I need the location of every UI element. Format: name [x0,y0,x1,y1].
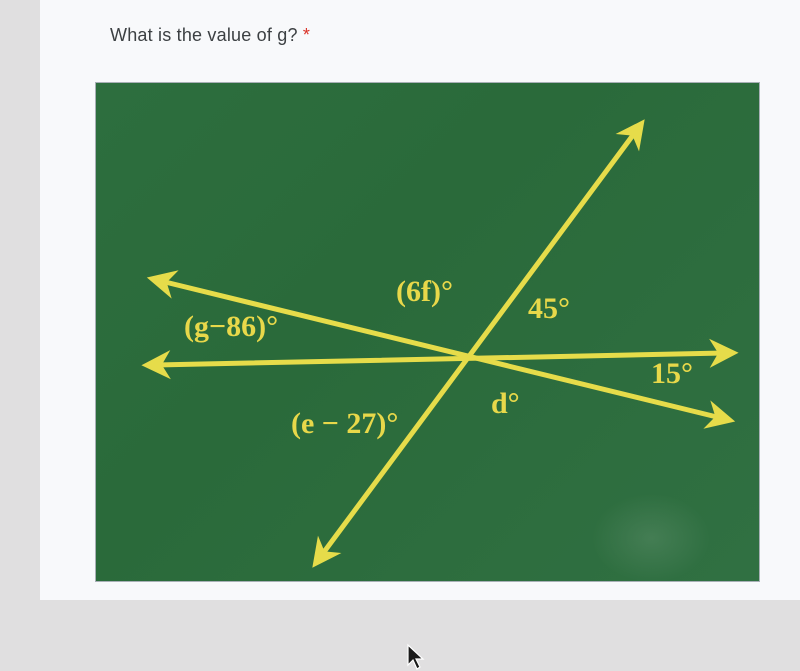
lines-group [156,131,724,556]
label-6f: (6f)° [396,275,453,308]
question-label: What is the value of g? [110,25,303,45]
geometry-diagram: (g−86)° (6f)° 45° 15° d° (e − 27)° [95,82,760,582]
label-d: d° [491,387,520,420]
label-15: 15° [651,357,693,390]
required-asterisk: * [303,25,310,45]
label-e: (e − 27)° [291,407,398,440]
label-45: 45° [528,292,570,325]
question-text: What is the value of g? * [110,25,310,46]
line2 [156,353,724,365]
cursor-icon [406,643,426,671]
diagram-svg: (g−86)° (6f)° 45° 15° d° (e − 27)° [96,83,761,583]
label-g: (g−86)° [184,310,278,343]
line3 [321,131,636,556]
